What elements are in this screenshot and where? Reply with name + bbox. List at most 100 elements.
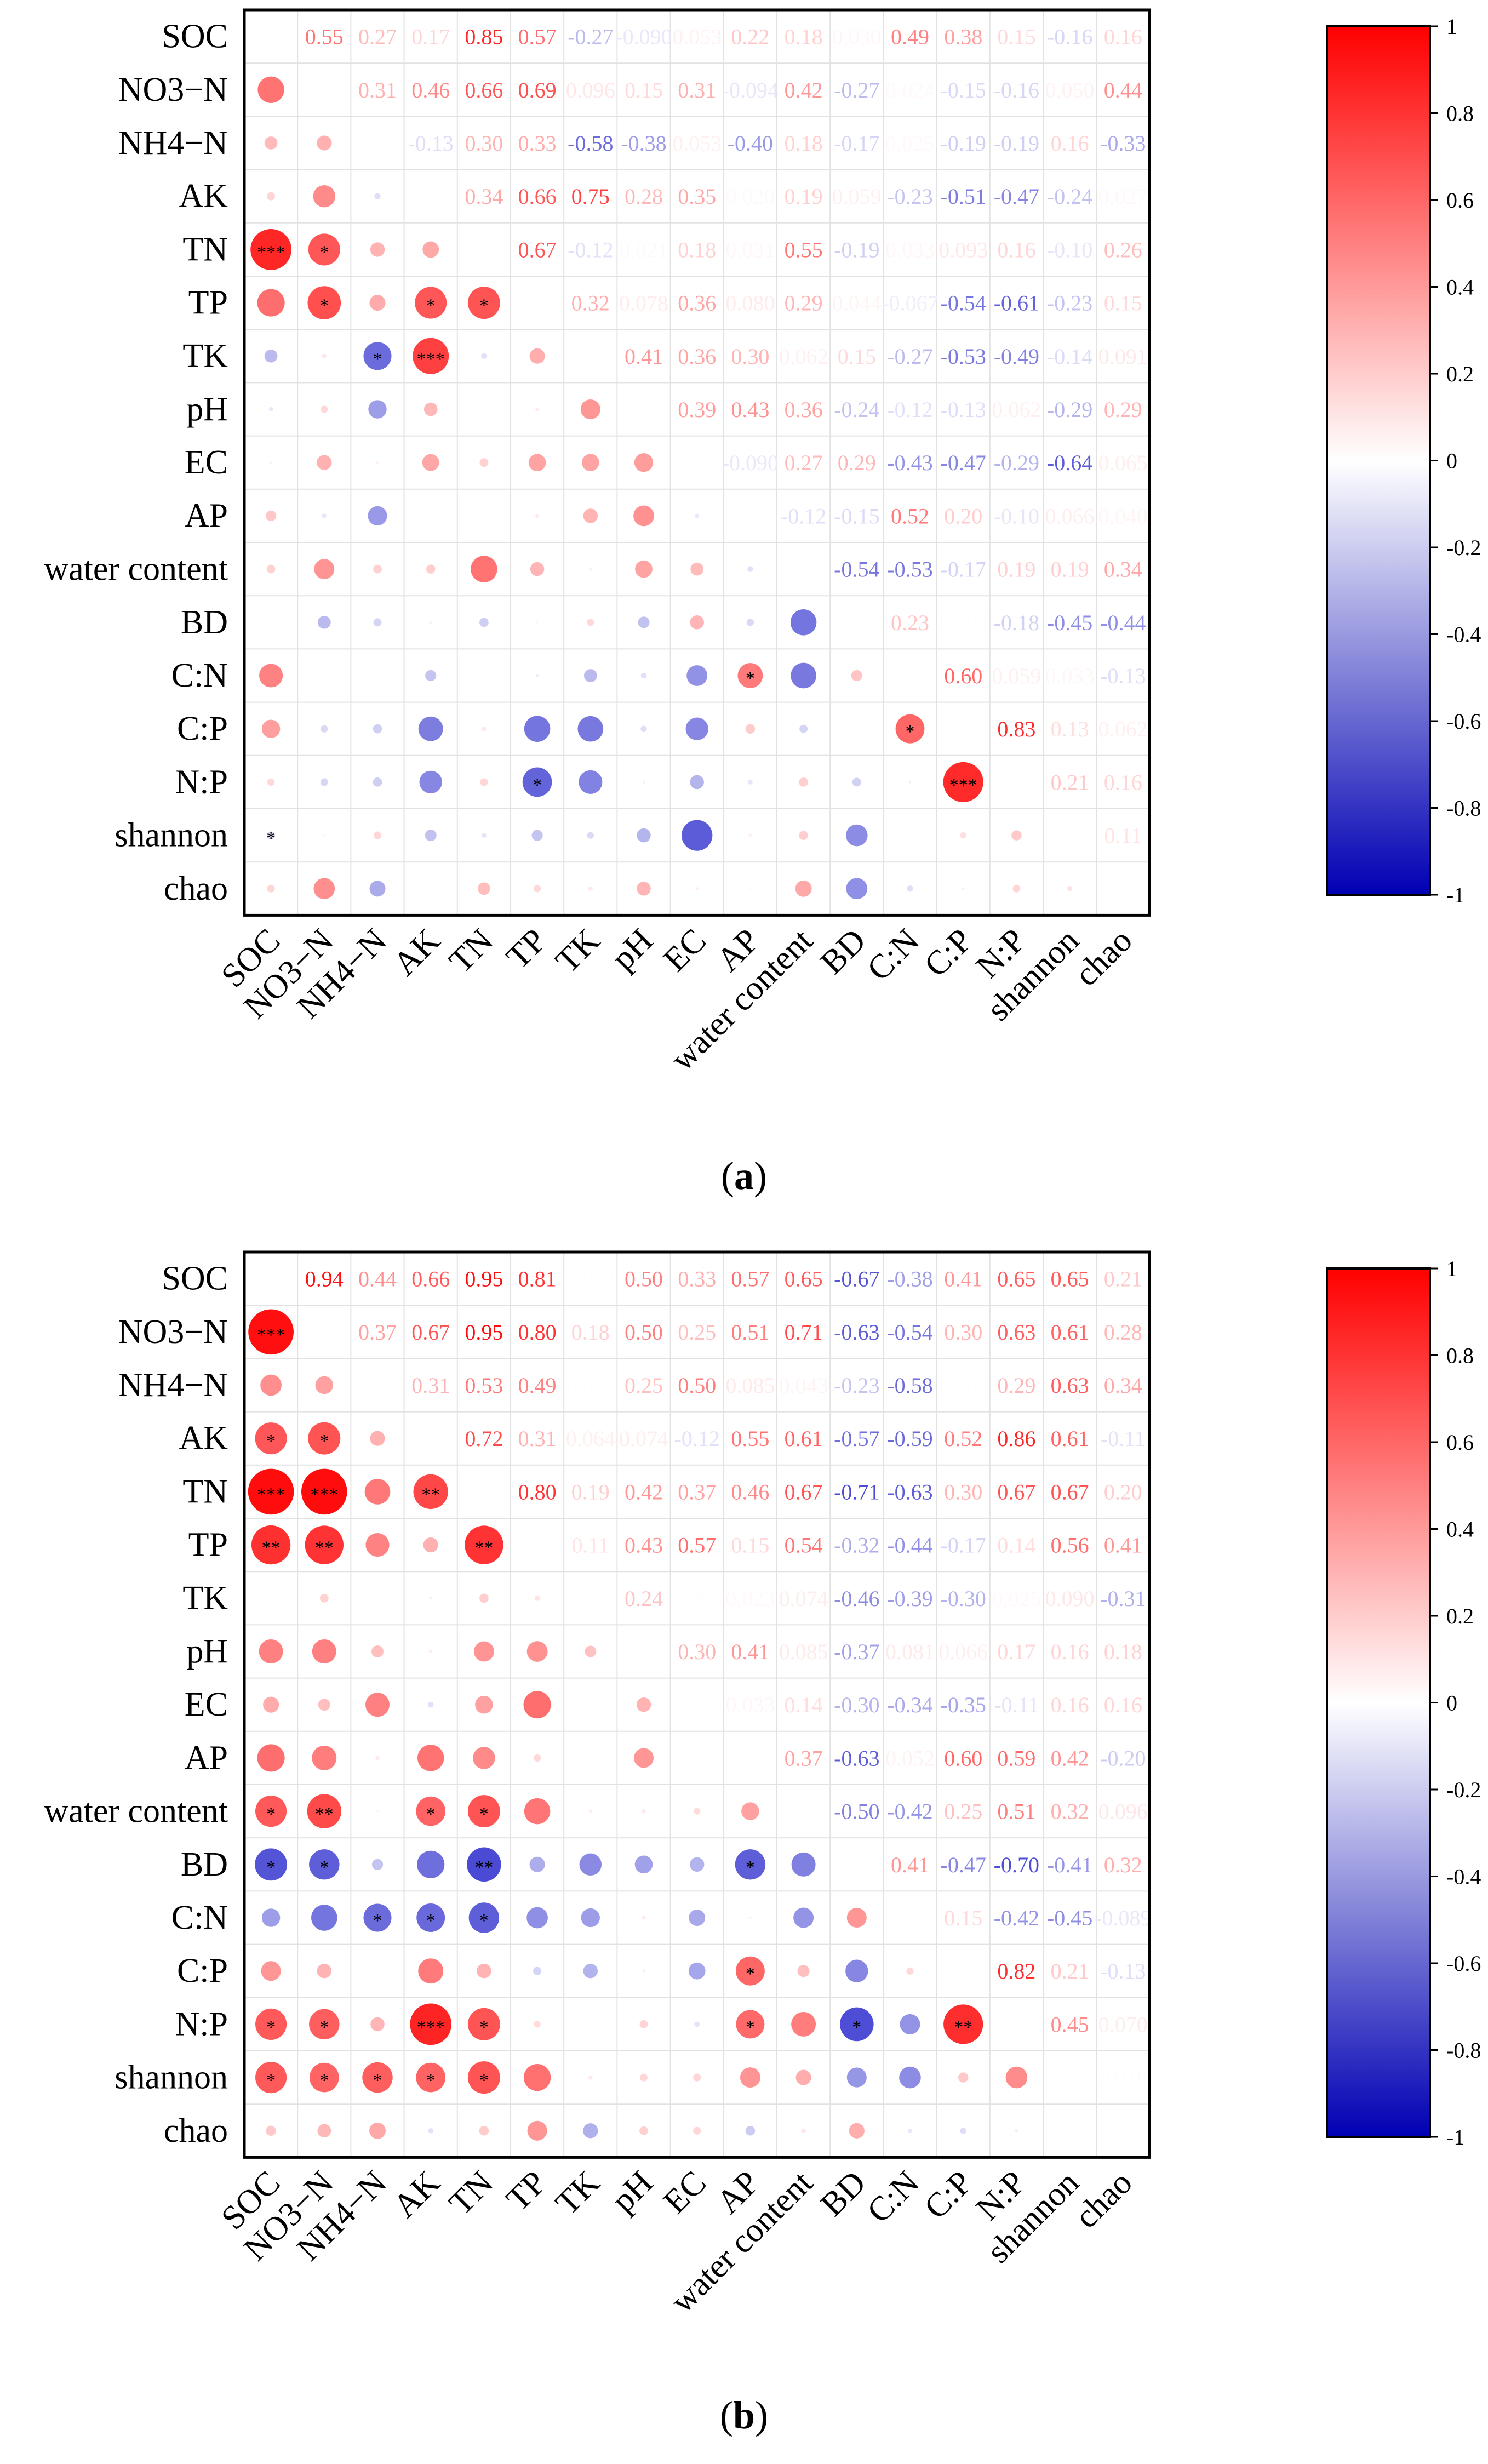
value-label: -0.45 (1047, 610, 1092, 635)
correlation-circle (467, 287, 500, 319)
correlation-circle (423, 402, 438, 416)
value-label: 0.67 (411, 1320, 450, 1345)
value-label: 0.49 (891, 25, 929, 49)
value-label: 0.15 (944, 1906, 982, 1930)
correlation-circle (307, 286, 341, 319)
correlation-circle (475, 1695, 493, 1714)
value-label: 0.033 (885, 237, 935, 262)
significance-mark: ** (474, 1857, 493, 1878)
significance-mark: *** (257, 1325, 285, 1345)
value-label: -0.089 (1095, 1906, 1151, 1930)
correlation-circle (416, 1903, 445, 1932)
correlation-circle (1012, 884, 1021, 893)
row-label: TK (182, 1580, 228, 1617)
value-label: 0.062 (992, 397, 1041, 422)
value-label: 0.053 (672, 25, 722, 49)
value-label: 0.065 (1098, 450, 1148, 475)
correlation-circle (473, 1747, 495, 1769)
value-label: 0.63 (1051, 1373, 1089, 1398)
column-label: TN (442, 2164, 501, 2222)
significance-mark: ** (474, 1538, 493, 1558)
value-label: -0.49 (994, 344, 1039, 369)
correlation-circle (429, 1596, 433, 1600)
value-label: 0.024 (885, 78, 935, 102)
correlation-circle (899, 2066, 921, 2089)
value-label: 0.33 (678, 1267, 716, 1291)
correlation-circle (1067, 885, 1073, 891)
panel-a: 0.55 0.27 0.17 0.85 0.57 -0.27 -0.090 0.053 0.22… (44, 8, 1481, 1198)
value-label: 0.31 (518, 1426, 557, 1451)
value-label: -0.35 (941, 1693, 986, 1717)
correlation-circle (312, 1639, 336, 1663)
correlation-circle (531, 830, 543, 841)
column-label: AK (386, 922, 448, 983)
correlation-circle (748, 780, 753, 785)
row-labels: SOC NO3−N NH4−N AK TN TP TK pH EC AP water content… (44, 1260, 228, 2149)
value-label: -0.11 (1101, 1426, 1146, 1451)
value-label: 0.21 (1051, 770, 1089, 794)
value-label: -0.27 (834, 78, 879, 102)
correlation-circle (418, 716, 443, 741)
correlation-circle (248, 1468, 294, 1515)
correlation-circle (473, 1641, 494, 1662)
significance-mark: * (319, 242, 329, 262)
value-label: 0.062 (779, 344, 828, 369)
row-label: NH4−N (118, 124, 228, 162)
correlation-circle (315, 1376, 334, 1394)
value-label: 0.29 (997, 1373, 1035, 1398)
correlation-circle (479, 2126, 489, 2136)
value-label: -0.51 (941, 184, 986, 209)
colorbar-tick-label: -1 (1446, 883, 1464, 907)
value-label: 0.37 (678, 1479, 716, 1504)
value-label: -0.53 (941, 344, 986, 369)
value-label: 0.044 (832, 291, 882, 316)
correlation-circle (685, 717, 708, 740)
row-label: C:N (171, 1899, 228, 1936)
colorbar: 1 0.8 0.6 0.4 0.2 0 -0.2 -0.4 -0.6 -0.8 -1 (1326, 1256, 1481, 2149)
value-label: 0.090 (1045, 1586, 1095, 1611)
value-label: 0.052 (885, 1746, 935, 1770)
value-label: -0.47 (941, 450, 986, 475)
colorbar-tick-label: 1 (1446, 1256, 1457, 1281)
value-label: 0.15 (838, 344, 876, 369)
value-label: 0.53 (465, 1373, 503, 1398)
value-label: -0.34 (887, 1693, 932, 1717)
value-label: 0.14 (785, 1693, 823, 1717)
colorbar-tick-label: -0.6 (1446, 709, 1481, 734)
significance-mark: * (479, 1804, 489, 1825)
correlation-circle (416, 2062, 446, 2093)
value-label: 0.42 (625, 1479, 663, 1504)
value-label: 0.30 (731, 344, 769, 369)
significance-mark: * (373, 349, 382, 369)
value-label: 0.36 (678, 344, 716, 369)
column-label: C:N (860, 2164, 926, 2230)
value-label: 0.65 (1051, 1267, 1089, 1291)
value-label: 0.41 (625, 344, 663, 369)
value-label: -0.71 (834, 1479, 879, 1504)
correlation-circle (695, 513, 700, 518)
correlation-circle (536, 621, 539, 624)
correlation-circle (895, 714, 925, 744)
value-label: 0.46 (731, 1479, 769, 1504)
correlation-circle (369, 881, 386, 897)
correlation-circle (736, 2010, 765, 2039)
correlation-circle (321, 405, 328, 413)
value-label: 0.37 (785, 1746, 823, 1770)
correlation-circle (480, 778, 488, 786)
correlation-circle (261, 1961, 281, 1981)
value-label: 0.41 (944, 1267, 982, 1291)
correlation-circle (368, 506, 387, 526)
plot-frame (243, 1250, 1151, 2159)
correlation-circle (638, 616, 650, 628)
value-label: -0.12 (781, 504, 826, 528)
value-label: 0.16 (1104, 770, 1142, 794)
value-label: 0.57 (518, 25, 557, 49)
value-label: 0.17 (997, 1639, 1035, 1664)
value-label: -0.17 (834, 131, 879, 156)
significance-mark: * (479, 2017, 489, 2037)
value-label: -0.12 (568, 237, 613, 262)
colorbar-tick-label: -0.6 (1446, 1951, 1481, 1976)
correlation-circle (528, 454, 546, 472)
value-label: 0.80 (518, 1320, 557, 1345)
